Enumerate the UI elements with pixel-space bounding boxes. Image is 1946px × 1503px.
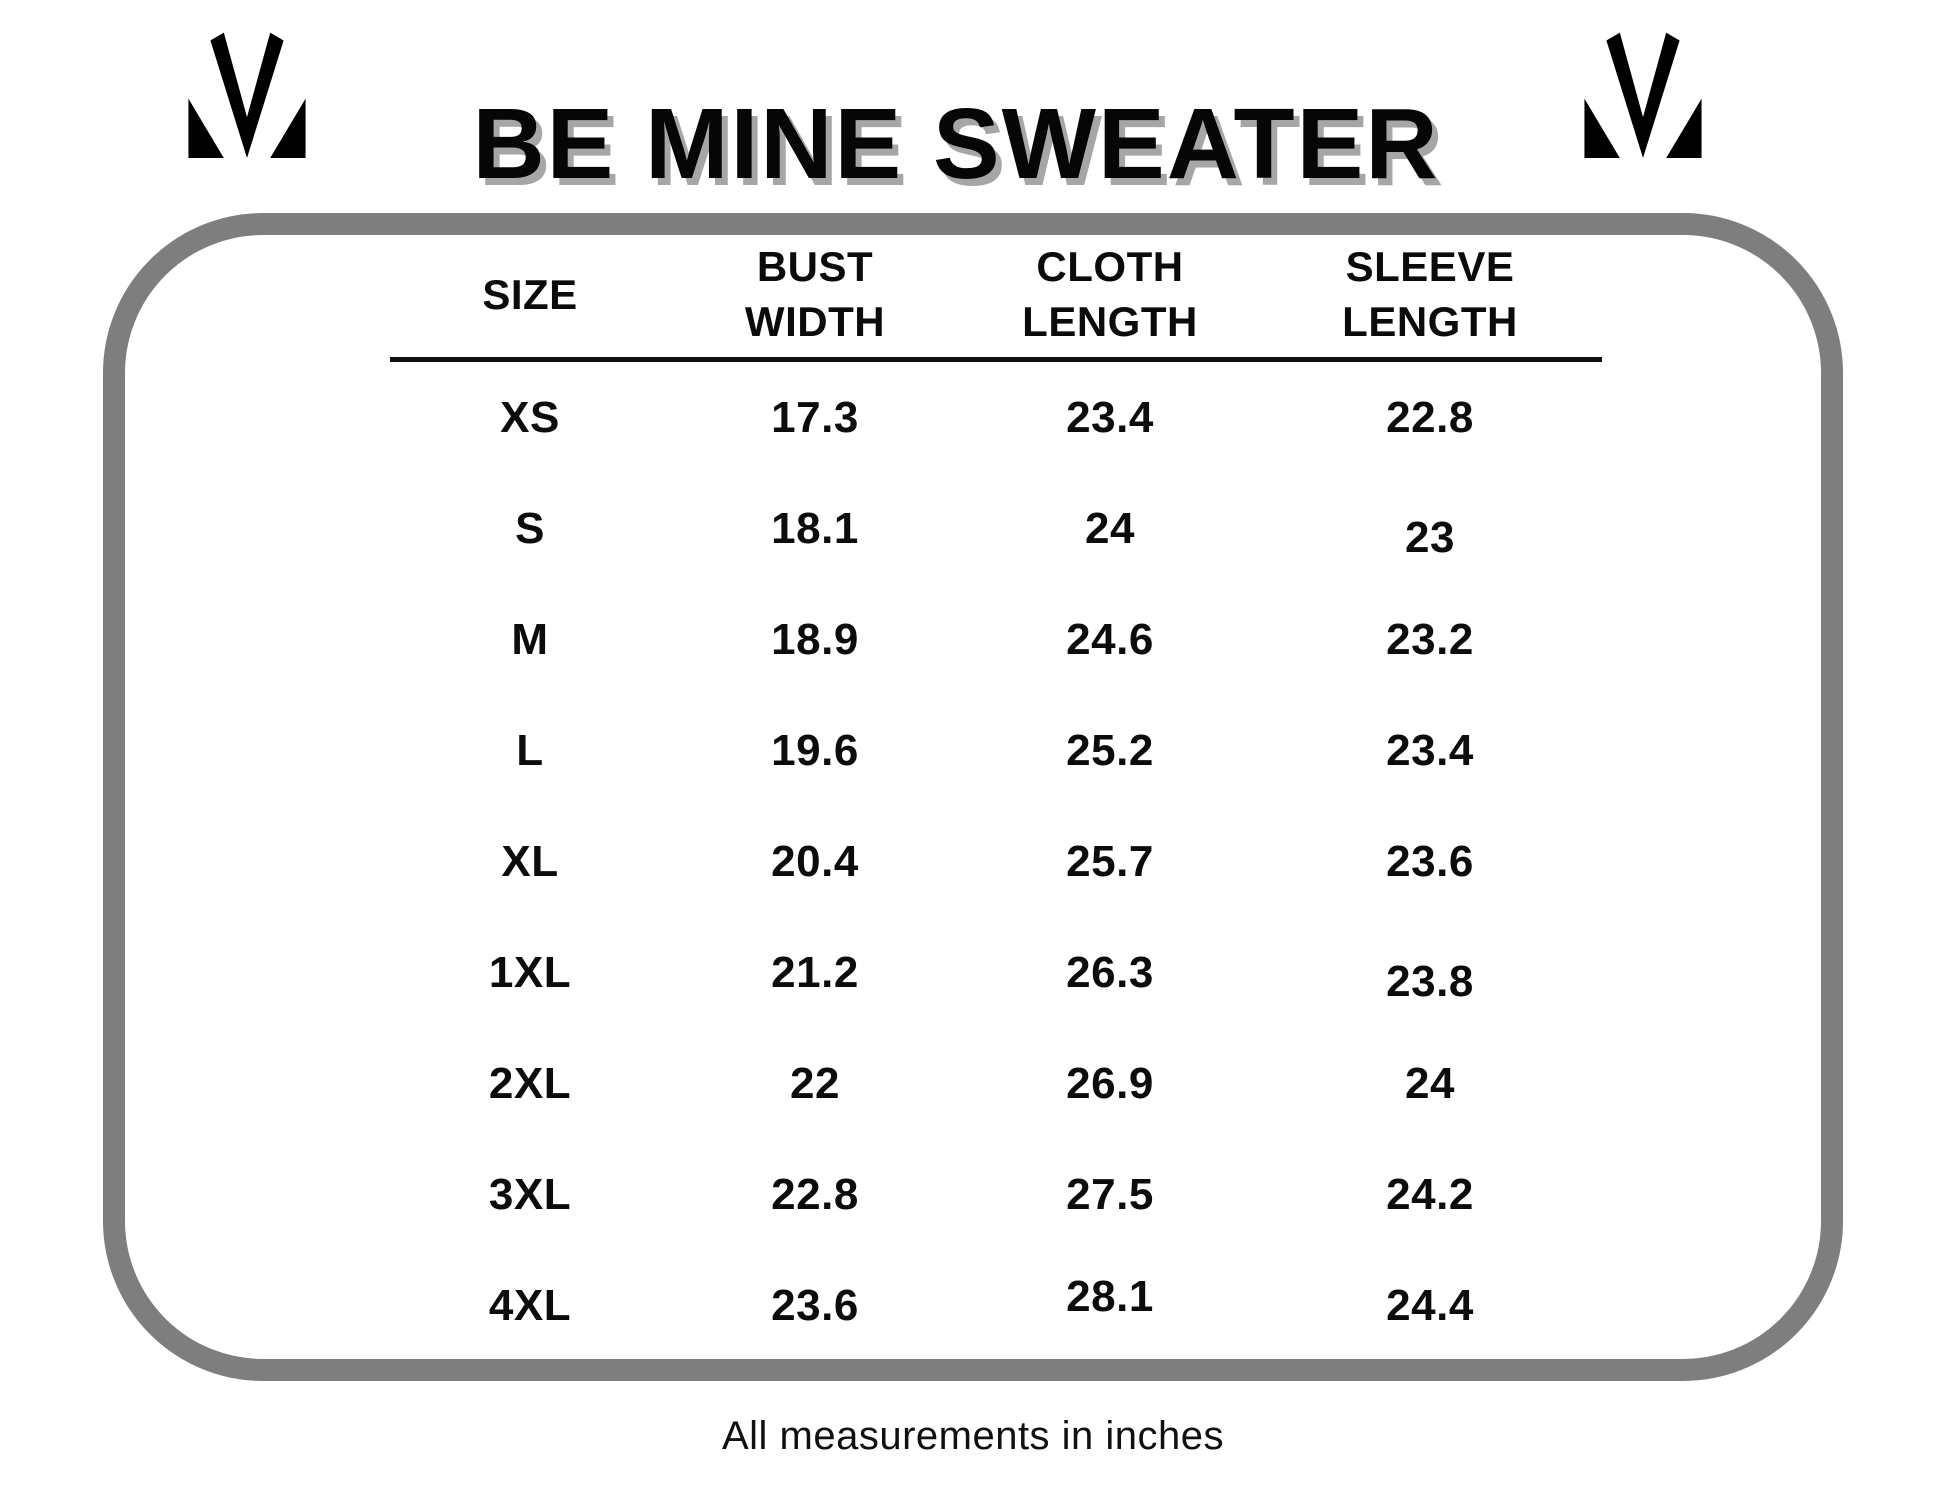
sleeve-length-cell: 24.4 <box>1386 1280 1474 1330</box>
size-chart-table: XS 17.3 23.4 22.8 S 18.1 24 23 M 18.9 24… <box>390 362 1600 1361</box>
table-row-s: S 18.1 24 23 <box>390 473 1600 584</box>
bust-width-cell: 22.8 <box>771 1169 859 1219</box>
sleeve-length-cell: 24.2 <box>1386 1169 1474 1219</box>
bust-width-cell: 17.3 <box>771 392 859 442</box>
column-header-cloth-length: CLOTH LENGTH <box>1022 243 1198 345</box>
size-cell: 2XL <box>488 1058 572 1108</box>
m-logo-icon <box>1584 32 1702 159</box>
size-cell: L <box>516 725 544 775</box>
sleeve-length-cell: 22.8 <box>1386 392 1474 442</box>
table-row-xs: XS 17.3 23.4 22.8 <box>390 362 1600 473</box>
cloth-length-cell: 26.9 <box>1066 1058 1154 1108</box>
column-header-size: SIZE <box>482 270 578 318</box>
sleeve-length-cell: 24 <box>1405 1058 1455 1108</box>
m-logo-icon <box>188 32 306 159</box>
cloth-length-cell: 25.2 <box>1066 725 1154 775</box>
cloth-length-cell: 25.7 <box>1066 836 1154 886</box>
bust-width-cell: 18.9 <box>771 614 859 664</box>
table-row-2xl: 2XL 22 26.9 24 <box>390 1028 1600 1139</box>
size-cell: S <box>515 503 545 553</box>
bust-width-cell: 21.2 <box>771 947 859 997</box>
size-cell: XS <box>500 392 560 442</box>
bust-width-cell: 19.6 <box>771 725 859 775</box>
table-row-m: M 18.9 24.6 23.2 <box>390 584 1600 695</box>
size-cell: 3XL <box>488 1169 572 1219</box>
column-header-sleeve-length: SLEEVE LENGTH <box>1342 243 1518 345</box>
sleeve-length-cell: 23.8 <box>1386 956 1474 1006</box>
brand-m-logo-left <box>186 30 308 162</box>
bust-width-cell: 22 <box>790 1058 840 1108</box>
page-title: BE MINE SWEATER <box>472 88 1440 200</box>
bust-width-cell: 23.6 <box>771 1280 859 1330</box>
size-cell: 4XL <box>488 1280 572 1330</box>
sleeve-length-cell: 23 <box>1405 512 1455 562</box>
column-header-bust-width: BUST WIDTH <box>744 243 886 345</box>
brand-m-logo-right <box>1582 30 1704 162</box>
bust-width-cell: 20.4 <box>771 836 859 886</box>
sleeve-length-cell: 23.4 <box>1386 725 1474 775</box>
size-cell: 1XL <box>488 947 572 997</box>
table-row-1xl: 1XL 21.2 26.3 23.8 <box>390 917 1600 1028</box>
cloth-length-cell: 28.1 <box>1066 1271 1154 1321</box>
table-row-l: L 19.6 25.2 23.4 <box>390 695 1600 806</box>
cloth-length-cell: 26.3 <box>1066 947 1154 997</box>
measurements-note: All measurements in inches <box>721 1414 1225 1458</box>
size-chart-panel <box>103 213 1843 1381</box>
size-chart-header-row: SIZE BUST WIDTH CLOTH LENGTH SLEEVE LENG… <box>390 236 1600 354</box>
table-row-4xl: 4XL 23.6 28.1 24.4 <box>390 1250 1600 1361</box>
cloth-length-cell: 23.4 <box>1066 392 1154 442</box>
cloth-length-cell: 27.5 <box>1066 1169 1154 1219</box>
size-cell: XL <box>501 836 559 886</box>
table-row-3xl: 3XL 22.8 27.5 24.2 <box>390 1139 1600 1250</box>
size-cell: M <box>511 614 549 664</box>
header-divider-line <box>390 357 1602 362</box>
sleeve-length-cell: 23.6 <box>1386 836 1474 886</box>
cloth-length-cell: 24 <box>1085 503 1135 553</box>
sleeve-length-cell: 23.2 <box>1386 614 1474 664</box>
table-row-xl: XL 20.4 25.7 23.6 <box>390 806 1600 917</box>
bust-width-cell: 18.1 <box>771 503 859 553</box>
cloth-length-cell: 24.6 <box>1066 614 1154 664</box>
